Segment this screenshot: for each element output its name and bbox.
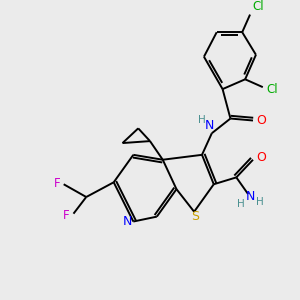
- Text: H: H: [198, 115, 206, 124]
- Text: F: F: [63, 209, 70, 222]
- Text: O: O: [256, 114, 266, 127]
- Text: N: N: [123, 215, 132, 228]
- Text: H: H: [237, 199, 245, 209]
- Text: N: N: [205, 119, 214, 132]
- Text: N: N: [245, 190, 255, 202]
- Text: Cl: Cl: [252, 0, 264, 13]
- Text: Cl: Cl: [267, 82, 278, 96]
- Text: H: H: [256, 197, 264, 207]
- Text: O: O: [256, 151, 266, 164]
- Text: F: F: [53, 177, 60, 190]
- Text: S: S: [191, 210, 199, 223]
